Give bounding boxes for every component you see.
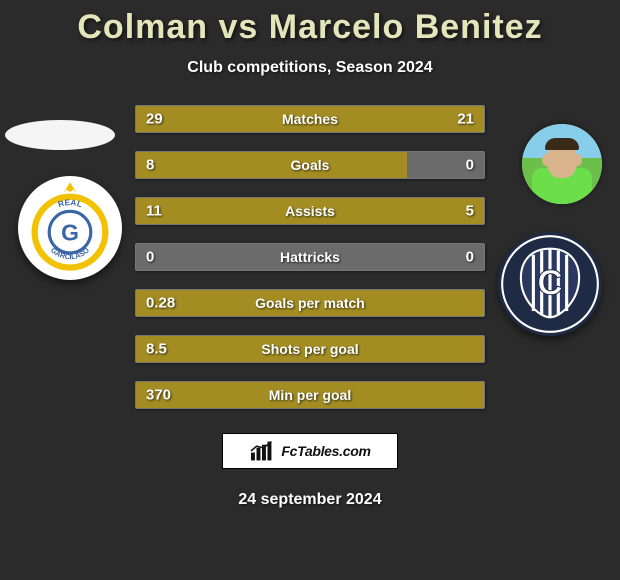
stat-right-value: 21 [457, 111, 474, 128]
subtitle: Club competitions, Season 2024 [187, 59, 432, 77]
stat-row: 370 Min per goal [135, 381, 485, 409]
stat-right-value: 0 [466, 249, 474, 266]
club-left-badge: G REAL GARCILASO [18, 176, 122, 280]
stat-left-value: 11 [146, 203, 162, 220]
bar-chart-icon [249, 440, 275, 462]
svg-text:C: C [537, 263, 563, 302]
stat-left-value: 370 [146, 387, 171, 404]
stat-row: 8 0 Goals [135, 151, 485, 179]
stat-row: 8.5 Shots per goal [135, 335, 485, 363]
comparison-infographic: Colman vs Marcelo Benitez Club competiti… [0, 0, 620, 580]
stat-label: Matches [282, 111, 338, 127]
stat-left-value: 29 [146, 111, 163, 128]
fctables-brand: FcTables.com [222, 433, 398, 469]
stat-label: Assists [285, 203, 335, 219]
stat-row: 11 5 Assists [135, 197, 485, 225]
stat-fill-left [136, 152, 407, 178]
stat-label: Shots per goal [261, 341, 358, 357]
stat-label: Hattricks [280, 249, 340, 265]
page-title: Colman vs Marcelo Benitez [77, 8, 542, 47]
stat-left-value: 0 [146, 249, 154, 266]
stat-left-value: 8 [146, 157, 154, 174]
date-text: 24 september 2024 [238, 491, 381, 509]
stat-right-value: 5 [466, 203, 474, 220]
player-right-avatar [522, 124, 602, 204]
stat-label: Min per goal [269, 387, 351, 403]
stat-left-value: 0.28 [146, 295, 175, 312]
player-left-avatar [5, 120, 115, 150]
stat-fill-left [136, 198, 373, 224]
stat-right-value: 0 [466, 157, 474, 174]
stat-label: Goals [291, 157, 330, 173]
stat-row: 29 21 Matches [135, 105, 485, 133]
stat-row: 0 0 Hattricks [135, 243, 485, 271]
stat-left-value: 8.5 [146, 341, 167, 358]
stat-row: 0.28 Goals per match [135, 289, 485, 317]
brand-label: FcTables.com [281, 443, 370, 459]
stat-label: Goals per match [255, 295, 365, 311]
club-right-badge: C [498, 232, 602, 336]
stats-bars: 2921Matches80Goals115Assists00Hattricks0… [135, 105, 485, 409]
svg-text:G: G [61, 219, 79, 245]
